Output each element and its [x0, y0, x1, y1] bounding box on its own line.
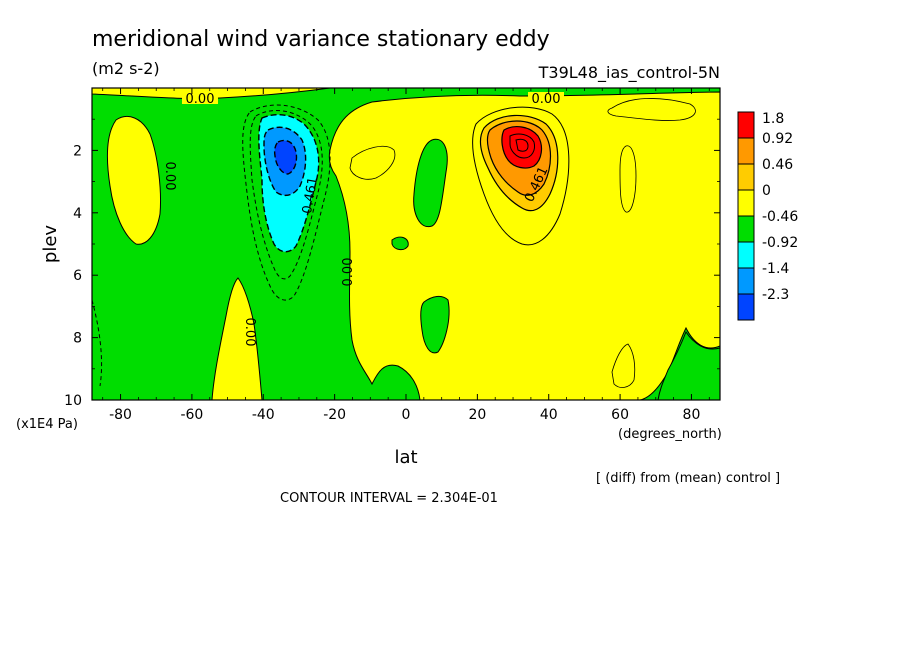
thin-contour-east-loop — [607, 98, 696, 121]
contour-label: 0.00 — [242, 318, 257, 347]
x-tick-label: 0 — [402, 407, 411, 423]
colorbar-swatch — [737, 137, 755, 165]
colorbar-label: -2.3 — [762, 287, 789, 303]
x-axis-units: (degrees_north) — [618, 427, 722, 442]
colorbar-swatch — [737, 241, 755, 269]
x-tick-label: 60 — [611, 407, 629, 423]
positive-contour-inner-b — [515, 138, 529, 152]
x-axis-title: lat — [394, 447, 417, 468]
colorbar-label: 1.8 — [762, 111, 784, 127]
colorbar-swatch — [737, 111, 755, 139]
thin-contour-south-loop — [611, 343, 636, 388]
x-tick-label: -40 — [252, 407, 275, 423]
contour-label: 0.461 — [300, 176, 321, 215]
thin-contour-west-loop — [349, 145, 396, 180]
positive-contour-inner-a — [509, 133, 535, 159]
colorbar-swatch — [737, 215, 755, 243]
colorbar-swatch — [737, 189, 755, 217]
colorbar-swatch — [737, 267, 755, 295]
colorbar-label: 0.92 — [762, 131, 793, 147]
colorbar-swatch — [737, 163, 755, 191]
colorbar-label: -0.92 — [762, 235, 798, 251]
colorbar-label: 0 — [762, 183, 771, 199]
positive-contour-outer — [472, 106, 570, 246]
colorbar-label: -1.4 — [762, 261, 789, 277]
y-tick-label: 2 — [73, 143, 82, 159]
contour-field — [92, 88, 720, 400]
y-tick-label: 6 — [73, 268, 82, 284]
chart-title: meridional wind variance stationary eddy — [92, 27, 550, 52]
green-island-small — [391, 236, 409, 251]
negative-contour-outer — [242, 104, 331, 301]
contour-label: 0.00 — [341, 258, 356, 287]
colorbar-label: 0.46 — [762, 157, 793, 173]
chart-units: (m2 s-2) — [92, 59, 160, 78]
contour-interval: CONTOUR INTERVAL = 2.304E-01 — [280, 491, 498, 506]
x-tick-label: 40 — [540, 407, 558, 423]
x-tick-label: -60 — [180, 407, 203, 423]
green-island-20n — [420, 295, 450, 354]
diff-note: [ (diff) from (mean) control ] — [596, 471, 780, 486]
dark-blue-core — [273, 139, 298, 175]
y-tick-label: 8 — [73, 331, 82, 347]
negative-contour-mid — [249, 110, 323, 280]
contour-label: 0.00 — [186, 92, 215, 107]
axis-ticks: -80 -60 -40 -20 0 20 40 60 80 2 4 6 8 10 — [64, 88, 720, 423]
red-core — [501, 126, 543, 169]
yellow-region-southwest — [211, 277, 263, 400]
thin-contour-east-small — [619, 145, 637, 213]
colorbar: 1.8 0.92 0.46 0 -0.46 -0.92 -1.4 -2.3 — [737, 111, 798, 321]
negative-contour-west-edge — [92, 299, 103, 387]
y-axis-units: (x1E4 Pa) — [16, 417, 78, 432]
x-tick-label: -80 — [109, 407, 132, 423]
colorbar-swatch — [737, 293, 755, 321]
green-region-north — [657, 330, 720, 400]
y-axis-title: plev — [40, 225, 61, 264]
contour-label: 0.00 — [532, 92, 561, 107]
yellow-region-west — [107, 116, 161, 245]
x-tick-label: 20 — [468, 407, 486, 423]
y-tick-label: 10 — [64, 393, 82, 409]
colorbar-label: -0.46 — [762, 209, 798, 225]
x-tick-label: 80 — [683, 407, 701, 423]
contour-label: 0.00 — [162, 162, 177, 191]
y-tick-label: 4 — [73, 206, 82, 222]
run-label: T39L48_ias_control-5N — [538, 63, 720, 83]
green-island-equator — [413, 138, 448, 228]
x-tick-label: -20 — [323, 407, 346, 423]
